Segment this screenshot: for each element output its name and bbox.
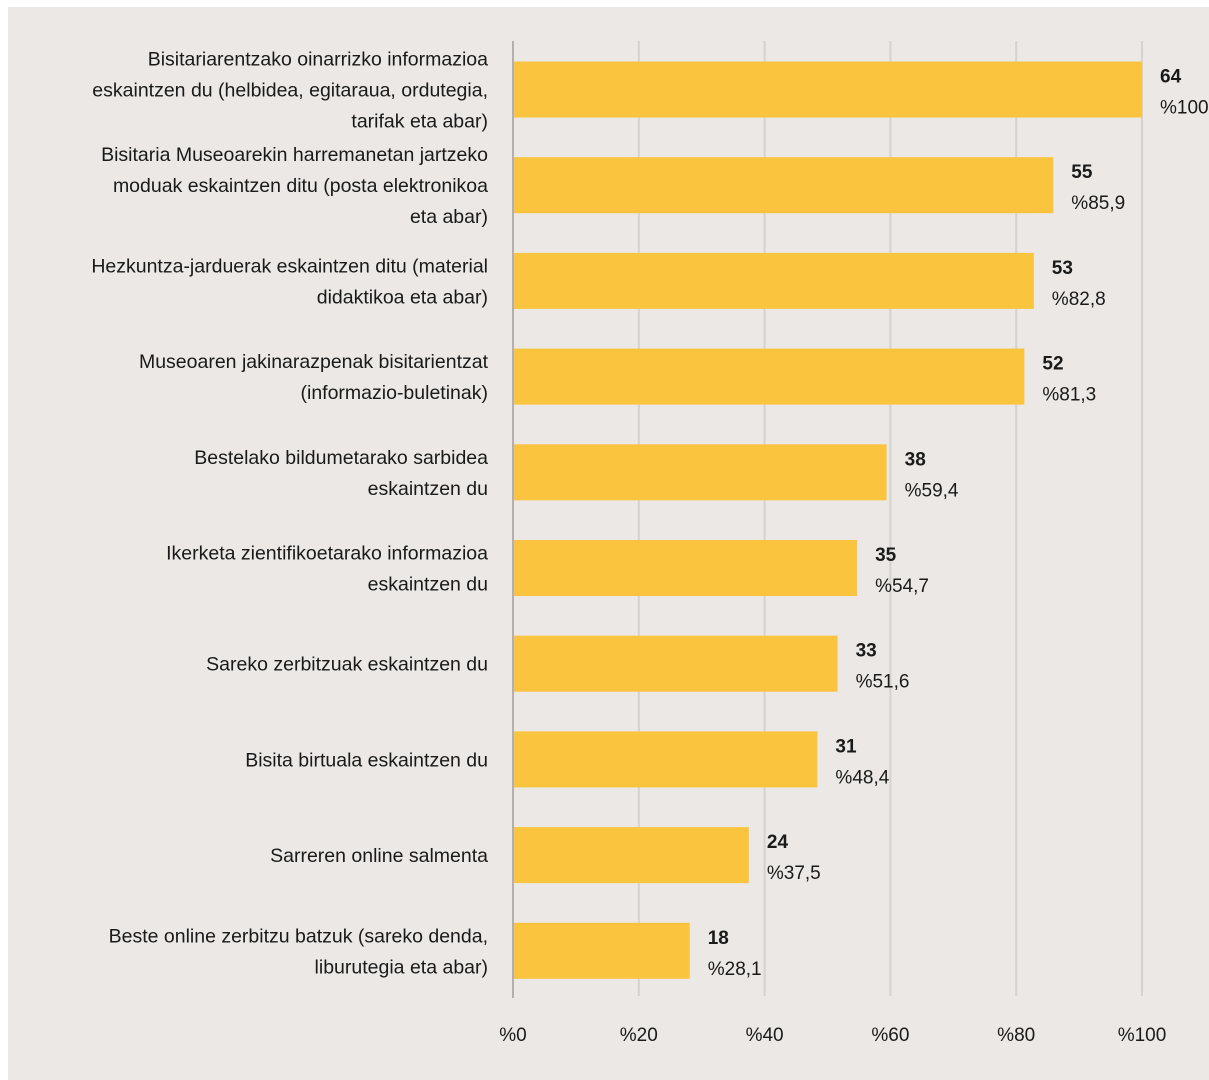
x-tick-label: %80 — [997, 1025, 1035, 1046]
bar — [513, 348, 1025, 405]
percent-label: %82,8 — [1052, 289, 1106, 310]
bar — [513, 827, 749, 884]
percent-label: %37,5 — [767, 863, 821, 884]
percent-label: %85,9 — [1071, 193, 1125, 214]
percent-label: %59,4 — [905, 480, 959, 501]
x-tick-label: %20 — [620, 1025, 658, 1046]
count-label: 64 — [1160, 67, 1182, 88]
bar — [513, 61, 1142, 118]
count-label: 33 — [856, 641, 877, 662]
percent-label: %51,6 — [856, 672, 910, 693]
category-label: Sareko zerbitzuak eskaintzen du — [206, 654, 488, 676]
category-label: Bestelako bildumetarako sarbidea eskaintz… — [194, 447, 488, 500]
count-label: 52 — [1042, 354, 1063, 375]
bar — [513, 444, 887, 501]
x-tick-label: %60 — [871, 1025, 909, 1046]
category-label: Beste online zerbitzu batzuk (sareko den… — [109, 925, 488, 978]
count-label: 24 — [767, 832, 789, 853]
count-label: 53 — [1052, 258, 1073, 279]
category-label: Ikerketa zientifikoetarako informazioa es… — [166, 543, 488, 596]
count-label: 35 — [875, 545, 897, 566]
bar — [513, 731, 818, 788]
x-tick-label: %40 — [746, 1025, 784, 1046]
bar — [513, 540, 858, 596]
percent-label: %48,4 — [835, 767, 889, 788]
category-label: Hezkuntza-jarduerak eskaintzen ditu (mat… — [91, 255, 488, 308]
count-label: 31 — [835, 736, 857, 757]
category-label: Sarreren online salmenta — [270, 845, 488, 867]
category-label: Bisitariarentzako oinarrizko informazioa… — [92, 49, 488, 133]
category-label: Bisita birtuala eskaintzen du — [245, 749, 488, 771]
percent-label: %81,3 — [1042, 385, 1096, 406]
category-label: Bisitaria Museoarekin harremanetan jartz… — [101, 144, 488, 228]
x-tick-label: %0 — [499, 1025, 526, 1046]
count-label: 18 — [708, 928, 729, 949]
percent-label: %54,7 — [875, 576, 929, 597]
bar — [513, 635, 838, 692]
x-tick-label: %100 — [1118, 1025, 1167, 1046]
bar — [513, 922, 690, 979]
bar — [513, 252, 1034, 309]
bar — [513, 157, 1054, 214]
category-label: Museoaren jakinarazpenak bisitarientzat(… — [139, 351, 489, 404]
count-label: 38 — [905, 449, 926, 470]
count-label: 55 — [1071, 162, 1093, 183]
percent-label: %28,1 — [708, 959, 762, 980]
percent-label: %100,0 — [1160, 98, 1209, 119]
